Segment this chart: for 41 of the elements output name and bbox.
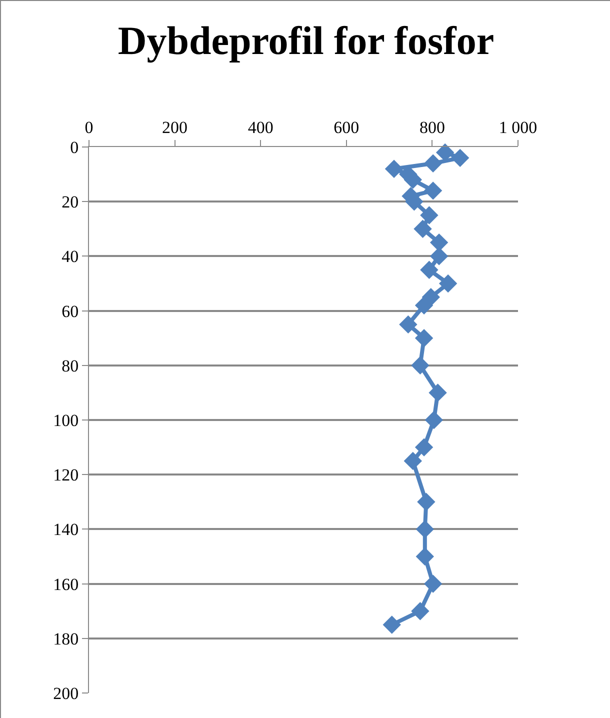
point: [424, 154, 442, 172]
y-tick-label: 160: [53, 574, 79, 594]
point: [414, 296, 434, 314]
point: [416, 520, 434, 538]
y-tick-label: 20: [62, 192, 79, 212]
y-tick-label: 60: [62, 302, 79, 321]
point: [420, 206, 438, 224]
point: [399, 315, 418, 334]
point: [424, 574, 442, 593]
y-tick-label: 100: [53, 410, 79, 430]
point: [430, 247, 448, 266]
x-tick-label: 800: [419, 118, 445, 138]
point: [424, 182, 442, 200]
y-tick-label: 200: [53, 684, 79, 703]
point: [414, 438, 434, 456]
x-tick-label: 0: [84, 118, 94, 138]
point: [382, 616, 401, 634]
point: [450, 148, 470, 168]
y-tick-label: 120: [53, 466, 79, 485]
x-tick-label: 400: [248, 118, 274, 138]
y-tick-label: 40: [62, 247, 79, 266]
point: [438, 274, 458, 293]
y-tick-label: 140: [53, 520, 79, 540]
point: [424, 410, 444, 430]
point: [384, 160, 404, 178]
x-tick-label: 1 000: [498, 118, 538, 138]
y-tick-label: 80: [62, 356, 79, 376]
point: [414, 220, 432, 238]
point: [411, 356, 430, 374]
point: [404, 452, 422, 470]
point: [414, 329, 434, 348]
y-tick-label: 0: [70, 138, 79, 157]
point: [416, 547, 434, 566]
chart-title: Dybdeprofil for fosfor: [118, 18, 494, 64]
point: [417, 492, 436, 511]
y-tick-label: 180: [53, 629, 79, 648]
x-tick-label: 600: [334, 118, 360, 138]
x-tick-label: 200: [162, 118, 188, 138]
point: [420, 260, 438, 279]
point: [428, 384, 447, 402]
point: [411, 602, 430, 620]
